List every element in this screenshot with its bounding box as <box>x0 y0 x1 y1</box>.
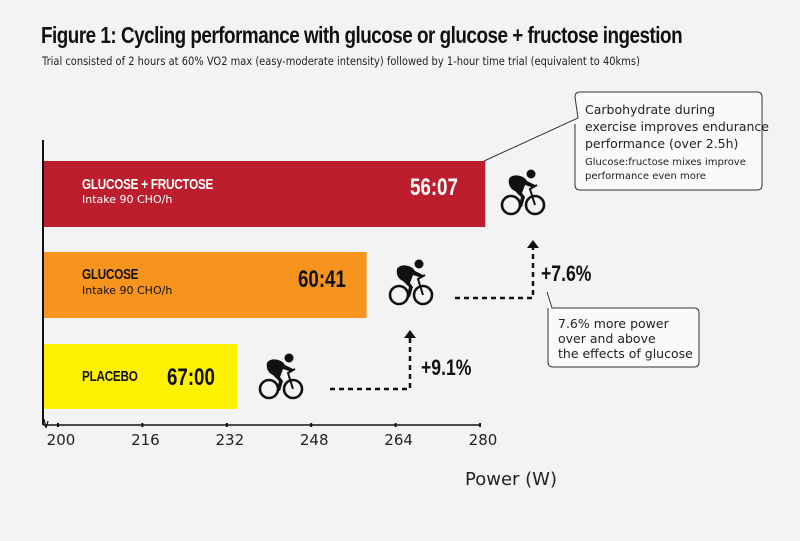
cyclist-icon <box>258 352 304 400</box>
cyclist-icon <box>500 168 546 216</box>
callout-top-line1: Carbohydrate during <box>585 102 716 117</box>
connector-placebo-glucose <box>330 336 412 391</box>
callout-bottom-line1: 7.6% more power <box>558 316 669 331</box>
cyclist-icon <box>388 258 434 306</box>
bar-time-1: 60:41 <box>298 266 346 293</box>
bar-time-2: 67:00 <box>167 364 215 391</box>
x-tick-label-232: 232 <box>215 431 245 449</box>
x-tick-label-264: 264 <box>384 431 413 449</box>
callout-top-line3: performance (over 2.5h) <box>585 136 739 151</box>
x-tick-label-280: 280 <box>468 431 498 449</box>
connector-glucose-gf <box>455 246 535 300</box>
bar-name-1: GLUCOSE <box>82 266 139 283</box>
bar-name-0: GLUCOSE + FRUCTOSE <box>82 176 214 193</box>
bar-sub-1: Intake 90 CHO/h <box>82 284 173 297</box>
bar-time-0: 56:07 <box>410 174 458 201</box>
x-tick-label-200: 200 <box>46 431 76 449</box>
callout-top-line2: exercise improves endurance <box>585 119 769 134</box>
chart-subtitle: Trial consisted of 2 hours at 60% VO2 ma… <box>42 54 640 68</box>
chart-title: Figure 1: Cycling performance with gluco… <box>41 22 683 48</box>
callout-top-small2: performance even more <box>585 171 706 182</box>
annotation-9-1: +9.1% <box>421 355 472 380</box>
callout-bottom-line2: over and above <box>558 331 656 346</box>
bar-1 <box>44 252 367 318</box>
bar-name-2: PLACEBO <box>82 368 138 385</box>
bar-2 <box>44 344 238 409</box>
callout-bottom-box <box>546 291 700 368</box>
bar-sub-0: Intake 90 CHO/h <box>82 193 173 206</box>
bar-0 <box>44 161 486 227</box>
arrow-up-icon <box>404 330 416 338</box>
callout-bottom-line3: the effects of glucose <box>558 346 693 361</box>
axis-break-mark <box>43 418 49 429</box>
callout-top-box <box>483 91 763 191</box>
x-tick-label-248: 248 <box>299 431 329 449</box>
arrow-up-icon <box>527 240 539 248</box>
annotation-7-6: +7.6% <box>541 261 592 286</box>
x-tick-label-216: 216 <box>131 431 160 449</box>
x-axis-label: Power (W) <box>465 469 557 490</box>
callout-top-small1: Glucose:fructose mixes improve <box>585 157 746 168</box>
